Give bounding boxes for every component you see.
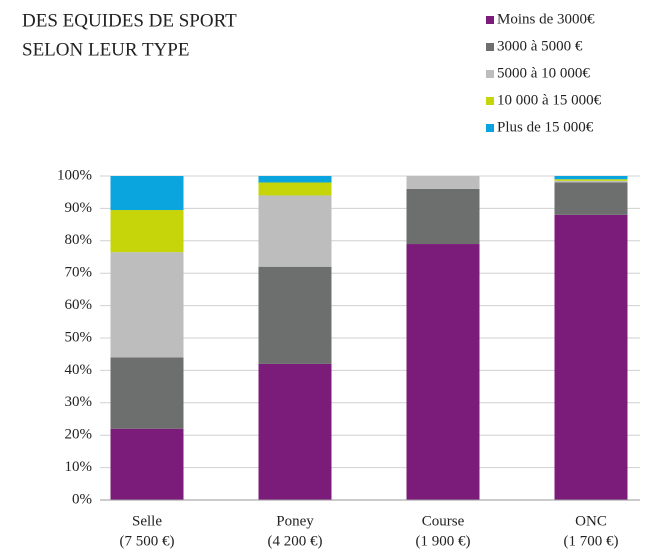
- legend-swatch: [486, 124, 494, 132]
- x-tick-label: Poney: [276, 513, 314, 529]
- legend-label: Moins de 3000€: [497, 11, 595, 27]
- legend-label: 10 000 à 15 000€: [497, 92, 602, 108]
- bar-segment: [258, 363, 332, 500]
- legend-label: Plus de 15 000€: [497, 119, 594, 135]
- bar-segment: [406, 176, 480, 189]
- chart-title: RÉPARTITION DES PRIX D'ACHAT: [22, 0, 318, 2]
- x-tick-label: Selle: [132, 513, 162, 529]
- legend-label: 5000 à 10 000€: [497, 65, 590, 81]
- bar-segment: [110, 252, 184, 358]
- chart-title: SELON LEUR TYPE: [22, 39, 189, 60]
- bar-segment: [258, 266, 332, 364]
- y-tick-label: 40%: [65, 362, 93, 378]
- x-tick-label: ONC: [575, 513, 607, 529]
- y-tick-label: 80%: [65, 232, 93, 248]
- bar-segment: [110, 210, 184, 253]
- legend-swatch: [486, 43, 494, 51]
- bar-segment: [110, 176, 184, 211]
- y-tick-label: 0%: [72, 491, 92, 507]
- bar-segment: [554, 176, 628, 180]
- y-tick-label: 20%: [65, 427, 93, 443]
- y-tick-label: 30%: [65, 394, 93, 410]
- x-tick-label: (4 200 €): [268, 533, 323, 549]
- bar-segment: [110, 428, 184, 500]
- y-tick-label: 10%: [65, 459, 93, 475]
- x-tick-label: (7 500 €): [120, 533, 175, 549]
- chart-title: DES EQUIDES DE SPORT: [22, 10, 237, 31]
- bar-segment: [258, 182, 332, 196]
- x-tick-label: (1 700 €): [564, 533, 619, 549]
- bar-segment: [554, 180, 628, 183]
- legend-swatch: [486, 70, 494, 78]
- y-tick-label: 90%: [65, 200, 93, 216]
- bar-segment: [258, 195, 332, 267]
- bar-segment: [554, 179, 628, 181]
- x-tick-label: Course: [422, 513, 465, 529]
- bar-segment: [258, 176, 332, 183]
- bar-segment: [406, 188, 480, 245]
- legend-swatch: [486, 97, 494, 105]
- y-tick-label: 70%: [65, 265, 93, 281]
- legend-swatch: [486, 16, 494, 24]
- x-tick-label: (1 900 €): [416, 533, 471, 549]
- y-tick-label: 60%: [65, 297, 93, 313]
- bar-segment: [554, 182, 628, 215]
- y-tick-label: 100%: [57, 167, 92, 183]
- bar-segment: [406, 244, 480, 500]
- bar-segment: [110, 357, 184, 429]
- bar-segment: [554, 214, 628, 500]
- legend-label: 3000 à 5000 €: [497, 38, 583, 54]
- y-tick-label: 50%: [65, 329, 93, 345]
